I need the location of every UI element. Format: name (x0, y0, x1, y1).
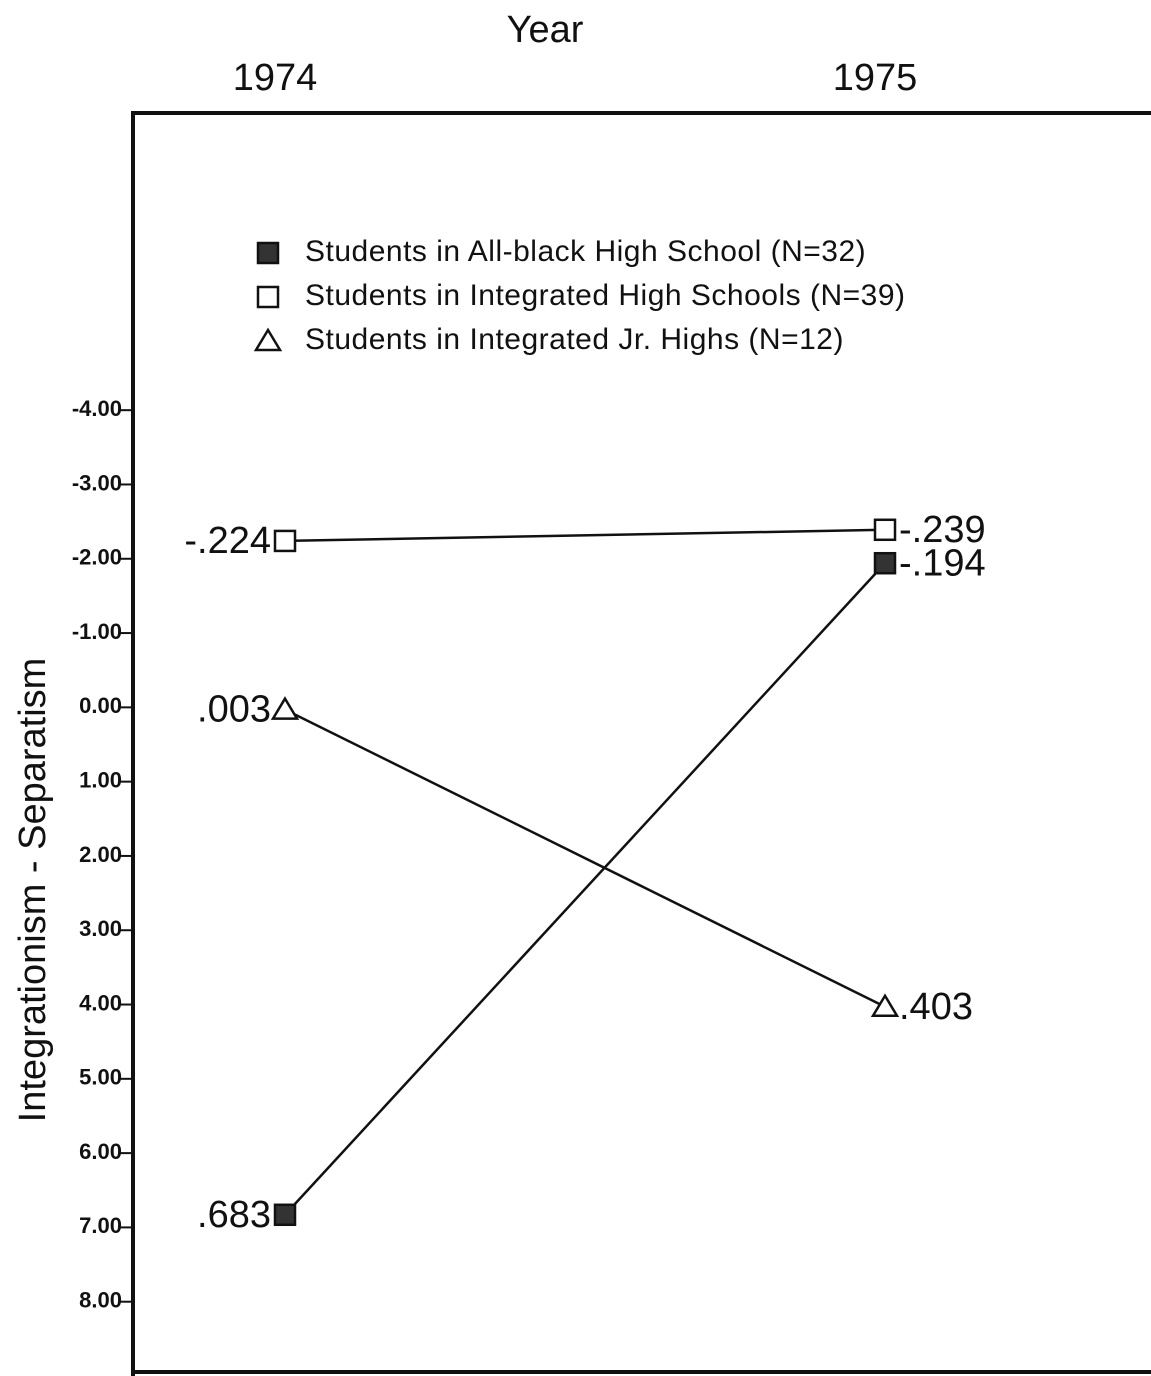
data-point (873, 551, 897, 575)
x-tick-label: 1975 (833, 57, 918, 99)
data-label: .683 (197, 1194, 271, 1236)
y-tick-label: -3.00 (72, 470, 122, 495)
data-label: .003 (197, 689, 271, 731)
x-axis-title: Year (507, 9, 584, 51)
y-tick-label: 6.00 (79, 1139, 122, 1164)
series-line (284, 528, 886, 543)
series-line (284, 708, 886, 1008)
y-tick-label: 1.00 (79, 767, 122, 792)
y-tick-label: -4.00 (72, 396, 122, 421)
legend-marker (256, 285, 280, 309)
data-label: .403 (899, 986, 973, 1028)
data-label: -.239 (899, 509, 986, 551)
y-tick-label: -2.00 (72, 545, 122, 570)
data-label: -.224 (184, 520, 271, 562)
y-axis-title: Integrationism - Separatism (12, 658, 54, 1123)
y-tick-label: -1.00 (72, 619, 122, 644)
data-point (870, 993, 900, 1018)
x-tick-label: 1974 (233, 57, 318, 99)
y-tick-label: 4.00 (79, 990, 122, 1015)
legend-label: Students in All-black High School (N=32) (305, 235, 866, 268)
data-point (270, 696, 300, 720)
y-tick-label: 3.00 (79, 916, 122, 941)
legend-marker (253, 327, 283, 352)
legend-label: Students in Integrated Jr. Highs (N=12) (305, 323, 844, 356)
y-tick-label: 5.00 (79, 1065, 122, 1090)
y-tick-label: 8.00 (79, 1288, 122, 1313)
y-tick-label: 7.00 (79, 1213, 122, 1238)
plot-frame (131, 111, 1151, 1376)
data-point (873, 518, 897, 542)
legend-label: Students in Integrated High Schools (N=3… (305, 279, 906, 312)
legend-marker (256, 241, 280, 265)
data-label: -.194 (899, 542, 986, 584)
data-point (273, 529, 297, 553)
y-tick-label: 2.00 (79, 842, 122, 867)
series-line (284, 562, 886, 1216)
data-point (273, 1203, 297, 1227)
y-tick-label: 0.00 (79, 693, 122, 718)
